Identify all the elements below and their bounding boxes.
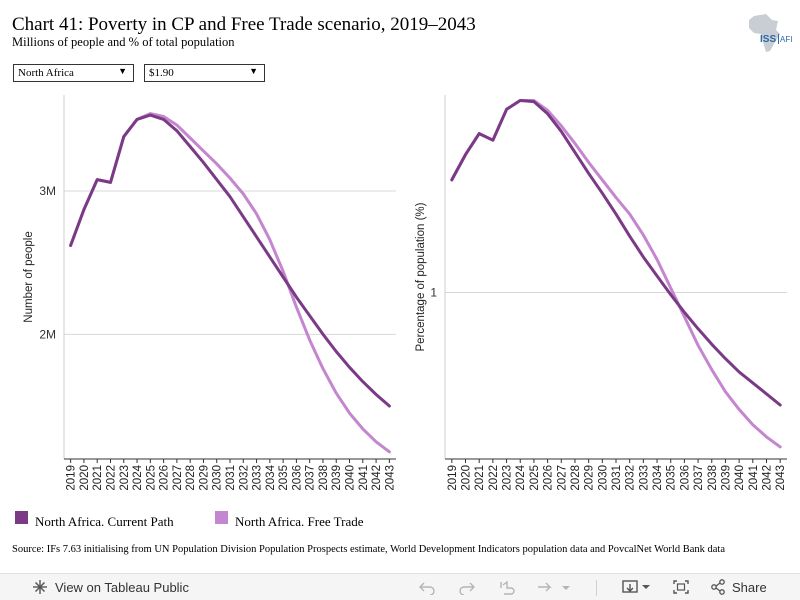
- people-x-tick-label: 2020: [79, 465, 91, 491]
- percent-x-tick-label: 2039: [720, 465, 732, 491]
- fullscreen-icon[interactable]: [672, 579, 690, 595]
- people-x-tick-label: 2023: [119, 465, 131, 491]
- people-y-tick-label: 3M: [39, 184, 56, 198]
- percent-x-tick-label: 2037: [693, 465, 705, 491]
- people-y-tick-label: 2M: [39, 327, 56, 341]
- people-y-axis-title: Number of people: [23, 231, 35, 322]
- percent-x-tick-label: 2031: [611, 465, 623, 491]
- percent-x-tick-label: 2036: [679, 465, 691, 491]
- svg-text:ISS: ISS: [760, 34, 776, 45]
- people-x-tick-label: 2032: [238, 465, 250, 491]
- people-x-tick-label: 2024: [132, 464, 144, 490]
- percent-x-tick-label: 2034: [652, 464, 664, 490]
- percent-y-tick-label: 1: [430, 285, 437, 299]
- undo-icon[interactable]: [418, 579, 436, 595]
- people-x-tick-label: 2028: [185, 465, 197, 491]
- people-x-tick-label: 2035: [278, 465, 290, 491]
- refresh-icon[interactable]: [536, 579, 572, 595]
- toolbar-divider: [596, 580, 597, 596]
- percent-series-current-path: [450, 99, 782, 407]
- people-x-tick-label: 2038: [318, 465, 330, 491]
- share-label: Share: [732, 580, 767, 595]
- chart-subtitle: Millions of people and % of total popula…: [12, 35, 235, 49]
- people-series-current-path: [69, 113, 391, 408]
- percent-x-tick-label: 2030: [597, 465, 609, 491]
- percent-x-tick-label: 2032: [625, 465, 637, 491]
- percent-series-free-trade: [450, 99, 782, 449]
- percent-x-tick-label: 2042: [761, 465, 773, 491]
- people-x-tick-label: 2022: [105, 465, 117, 491]
- percent-x-tick-label: 2029: [584, 465, 596, 491]
- legend-swatch-current-path: [15, 511, 28, 524]
- legend-swatch-free-trade: [215, 511, 228, 524]
- region-dropdown-value: North Africa: [18, 67, 74, 79]
- percent-x-tick-label: 2022: [488, 465, 500, 491]
- legend-label-current-path: North Africa. Current Path: [35, 514, 174, 529]
- people-x-tick-label: 2025: [145, 465, 157, 491]
- people-series-free-trade: [69, 112, 391, 454]
- percent-x-tick-label: 2023: [502, 465, 514, 491]
- redo-icon[interactable]: [458, 579, 476, 595]
- people-x-tick-label: 2029: [198, 465, 210, 491]
- view-on-tableau-label: View on Tableau Public: [55, 580, 189, 595]
- region-dropdown[interactable]: North Africa ▼: [13, 64, 134, 82]
- percent-x-tick-label: 2040: [734, 465, 746, 491]
- svg-text:AFI: AFI: [780, 35, 792, 44]
- people-x-tick-label: 2036: [291, 465, 303, 491]
- people-x-tick-label: 2039: [331, 465, 343, 491]
- people-x-tick-label: 2021: [92, 465, 104, 491]
- people-x-tick-label: 2041: [358, 465, 370, 491]
- tableau-toolbar: View on Tableau Public Share: [0, 573, 800, 600]
- chart-title: Chart 41: Poverty in CP and Free Trade s…: [12, 14, 476, 35]
- people-x-tick-label: 2030: [212, 465, 224, 491]
- percent-x-tick-label: 2035: [666, 465, 678, 491]
- people-x-tick-label: 2037: [305, 465, 317, 491]
- percent-x-tick-label: 2041: [748, 465, 760, 491]
- iss-africa-logo: ISS AFI: [749, 14, 792, 52]
- percent-x-tick-label: 2028: [570, 465, 582, 491]
- percent-x-tick-label: 2026: [543, 465, 555, 491]
- people-x-tick-label: 2043: [384, 465, 396, 491]
- percent-x-tick-label: 2038: [707, 465, 719, 491]
- people-x-tick-label: 2033: [252, 465, 264, 491]
- chevron-down-icon: ▼: [249, 66, 258, 76]
- tableau-logo-icon: [33, 580, 47, 594]
- percent-x-tick-label: 2019: [447, 465, 459, 491]
- poverty-line-dropdown-value: $1.90: [149, 67, 174, 79]
- poverty-line-dropdown[interactable]: $1.90 ▼: [144, 64, 265, 82]
- percent-x-tick-label: 2021: [474, 465, 486, 491]
- people-x-tick-label: 2042: [371, 465, 383, 491]
- percent-x-tick-label: 2033: [638, 465, 650, 491]
- legend-label-free-trade: North Africa. Free Trade: [235, 514, 364, 529]
- source-note: Source: IFs 7.63 initialising from UN Po…: [12, 544, 725, 555]
- chevron-down-icon: ▼: [118, 66, 127, 76]
- revert-icon[interactable]: [498, 579, 516, 595]
- people-x-tick-label: 2027: [172, 465, 184, 491]
- share-icon: [711, 579, 725, 595]
- people-x-tick-label: 2040: [345, 465, 357, 491]
- percent-x-tick-label: 2043: [775, 465, 787, 491]
- percent-x-tick-label: 2020: [461, 465, 473, 491]
- percent-x-tick-label: 2024: [515, 464, 527, 490]
- percent-x-tick-label: 2025: [529, 465, 541, 491]
- people-x-tick-label: 2026: [159, 465, 171, 491]
- people-x-tick-label: 2034: [265, 464, 277, 490]
- percent-y-axis-title: Percentage of population (%): [415, 202, 427, 351]
- people-x-tick-label: 2019: [66, 465, 78, 491]
- download-icon[interactable]: [622, 579, 652, 595]
- percent-x-tick-label: 2027: [556, 465, 568, 491]
- people-x-tick-label: 2031: [225, 465, 237, 491]
